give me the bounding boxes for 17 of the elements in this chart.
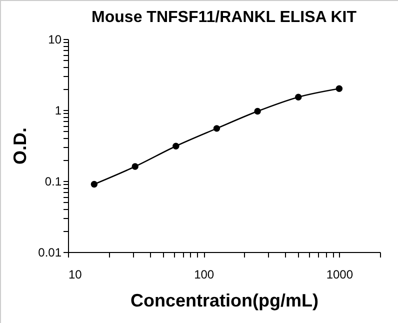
- point: [213, 125, 220, 132]
- point: [90, 180, 98, 188]
- y-tick-label: 1: [54, 104, 62, 118]
- y-tick-label: 0.1: [44, 174, 62, 188]
- x-axis-title: Concentration(pg/mL): [130, 290, 318, 310]
- point: [336, 85, 343, 92]
- point: [172, 142, 180, 150]
- x-tick-label: 1000: [326, 268, 354, 282]
- point: [254, 108, 261, 115]
- point: [295, 94, 302, 100]
- x-tick-label: 100: [194, 268, 214, 282]
- x-tick-label: 10: [68, 268, 82, 282]
- point: [132, 163, 138, 170]
- y-axis-title: O.D.: [10, 127, 30, 165]
- y-tick-label: 10: [48, 32, 62, 46]
- chart-title: Mouse TNFSF11/RANKL ELISA KIT: [92, 9, 357, 26]
- y-tick-label: 0.01: [38, 246, 62, 260]
